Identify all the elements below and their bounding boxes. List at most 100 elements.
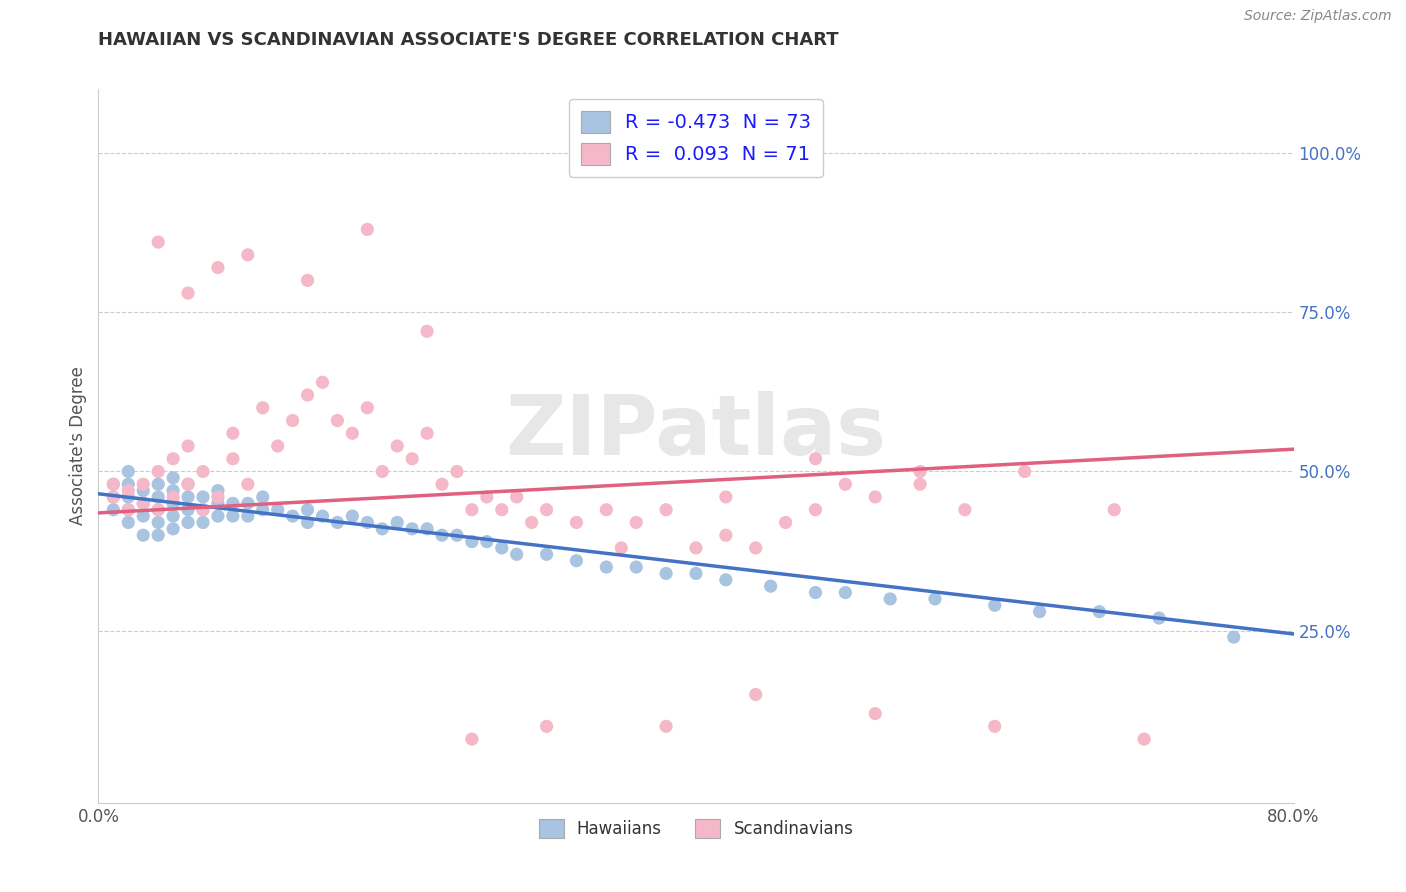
Point [236,509,259,524]
Point [132,477,155,491]
Point [536,547,558,561]
Point [177,490,200,504]
Point [416,426,439,441]
Point [536,502,558,516]
Point [401,522,423,536]
Point [132,528,155,542]
Point [430,477,453,491]
Point [342,509,364,524]
Point [148,465,170,479]
Point [475,490,498,504]
Point [311,376,333,390]
Point [281,413,304,427]
Text: HAWAIIAN VS SCANDINAVIAN ASSOCIATE'S DEGREE CORRELATION CHART: HAWAIIAN VS SCANDINAVIAN ASSOCIATE'S DEG… [98,31,839,49]
Point [103,490,125,504]
Point [356,401,378,415]
Point [162,483,184,498]
Point [520,516,543,530]
Point [191,465,214,479]
Y-axis label: Associate's Degree: Associate's Degree [69,367,87,525]
Point [595,560,617,574]
Text: Source: ZipAtlas.com: Source: ZipAtlas.com [1244,9,1392,23]
Point [103,502,125,516]
Point [491,502,513,516]
Point [506,547,529,561]
Point [222,509,245,524]
Point [297,502,319,516]
Point [1147,611,1170,625]
Point [356,222,378,236]
Point [506,490,529,504]
Point [416,522,439,536]
Point [804,585,827,599]
Point [148,477,170,491]
Point [117,490,139,504]
Point [162,451,184,466]
Point [252,502,274,516]
Point [117,502,139,516]
Point [804,451,827,466]
Point [252,401,274,415]
Point [326,516,349,530]
Point [103,477,125,491]
Point [908,477,931,491]
Point [491,541,513,555]
Point [117,502,139,516]
Point [148,502,170,516]
Point [908,465,931,479]
Point [655,566,678,581]
Point [281,509,304,524]
Point [461,732,484,747]
Point [207,490,229,504]
Point [385,516,409,530]
Point [222,451,245,466]
Point [148,490,170,504]
Point [207,509,229,524]
Point [446,465,468,479]
Point [984,719,1007,733]
Point [610,541,633,555]
Point [162,471,184,485]
Point [117,465,139,479]
Point [745,541,768,555]
Point [595,502,617,516]
Point [162,496,184,510]
Point [924,591,946,606]
Point [297,273,319,287]
Point [207,260,229,275]
Legend: Hawaiians, Scandinavians: Hawaiians, Scandinavians [531,812,860,845]
Point [565,554,588,568]
Point [401,451,423,466]
Point [162,490,184,504]
Point [984,599,1007,613]
Point [371,522,394,536]
Point [804,502,827,516]
Text: ZIPatlas: ZIPatlas [506,392,886,472]
Point [685,566,707,581]
Point [103,477,125,491]
Point [461,502,484,516]
Point [267,439,290,453]
Point [655,719,678,733]
Point [148,235,170,249]
Point [834,477,856,491]
Point [714,490,737,504]
Point [326,413,349,427]
Point [177,477,200,491]
Point [626,516,648,530]
Point [191,502,214,516]
Point [879,591,901,606]
Point [536,719,558,733]
Point [117,483,139,498]
Point [475,534,498,549]
Point [865,490,887,504]
Point [267,502,290,516]
Point [1014,465,1036,479]
Point [297,516,319,530]
Point [1104,502,1126,516]
Point [461,534,484,549]
Point [1028,605,1050,619]
Point [834,585,856,599]
Point [177,439,200,453]
Point [207,496,229,510]
